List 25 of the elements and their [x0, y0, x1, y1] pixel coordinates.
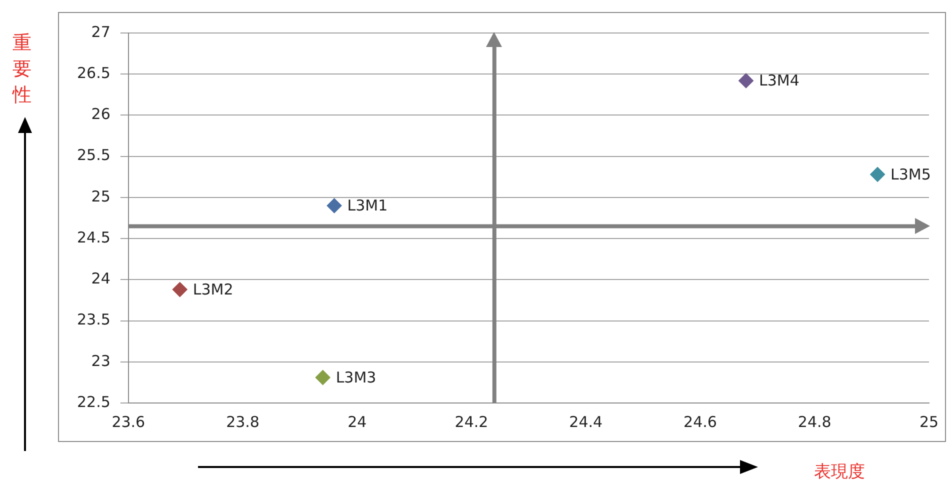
series-label: L3M1 [347, 196, 388, 215]
y-tick-label: 25 [91, 187, 110, 206]
y-tick-label: 23 [91, 352, 110, 370]
y-tick-label: 24.5 [76, 228, 110, 246]
y-tick-label: 25.5 [76, 146, 110, 164]
x-tick-label: 24.8 [798, 412, 832, 431]
series-label: L3M4 [759, 72, 800, 90]
series-label: L3M3 [336, 368, 376, 386]
y-tick-label: 26.5 [76, 64, 110, 82]
y-tick-label: 23.5 [76, 310, 110, 329]
y-tick-label: 27 [91, 22, 110, 41]
y-tick-label: 22.5 [76, 392, 110, 411]
x-axis-title: 表現度 [814, 461, 865, 481]
x-tick-label: 23.8 [226, 412, 260, 431]
x-tick-label: 24 [348, 412, 367, 431]
x-tick-label: 25 [919, 412, 939, 431]
x-tick-label: 24.6 [684, 412, 717, 431]
x-tick-label: 23.6 [112, 412, 146, 431]
x-tick-label: 24.4 [569, 412, 603, 431]
x-tick-label: 24.2 [454, 412, 488, 431]
series-label: L3M2 [192, 280, 234, 298]
y-tick-label: 26 [91, 105, 110, 124]
y-tick-label: 24 [91, 270, 110, 288]
y-axis-title: 重要性 [11, 31, 32, 108]
series-label: L3M5 [890, 165, 931, 184]
